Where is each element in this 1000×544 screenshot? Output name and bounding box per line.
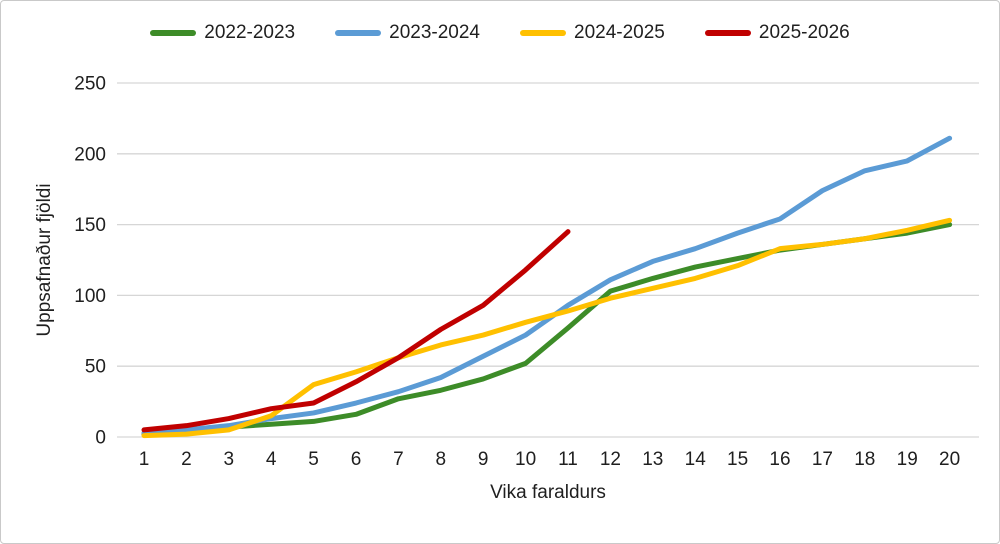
legend-label: 2023-2024 [389, 22, 480, 43]
x-tick-label: 8 [436, 449, 447, 470]
series-line-2025-2026 [141, 229, 571, 433]
legend-label: 2025-2026 [758, 22, 850, 43]
x-tick-label: 9 [478, 449, 489, 470]
x-tick-label: 15 [727, 449, 748, 470]
x-tick-label: 17 [812, 449, 833, 470]
legend-item-2024-2025: 2024-2025 [520, 23, 665, 42]
series-line-2024-2025 [141, 217, 953, 439]
x-tick-label: 11 [558, 449, 578, 470]
x-tick-label: 20 [939, 449, 960, 470]
series-line-2022-2023 [141, 222, 953, 437]
legend-label: 2022-2023 [204, 22, 296, 43]
x-tick-label: 5 [308, 449, 319, 470]
y-tick-label: 100 [74, 286, 106, 307]
x-tick-label: 7 [393, 449, 404, 470]
legend-swatch-green [150, 29, 197, 36]
legend-label: 2024-2025 [574, 22, 665, 43]
x-tick-label: 1 [139, 449, 150, 470]
y-tick-label: 50 [85, 357, 106, 378]
x-axis-title: Vika faraldurs [490, 482, 606, 503]
x-tick-label: 16 [769, 449, 790, 470]
series-line-2023-2024 [141, 135, 953, 436]
legend-swatch-blue [335, 29, 382, 36]
x-tick-label: 18 [854, 449, 875, 470]
x-tick-label: 3 [224, 449, 235, 470]
y-tick-label: 150 [74, 215, 106, 236]
x-tick-label: 19 [897, 449, 918, 470]
x-tick-label: 13 [642, 449, 663, 470]
x-tick-label: 2 [181, 449, 192, 470]
legend-swatch-yellow [520, 29, 566, 36]
x-tick-label: 4 [266, 449, 277, 470]
y-tick-label: 200 [74, 144, 106, 165]
x-tick-label: 14 [685, 449, 707, 470]
x-tick-label: 6 [351, 449, 362, 470]
y-tick-label: 250 [74, 74, 106, 95]
legend-item-2022-2023: 2022-2023 [150, 23, 295, 42]
x-tick-label: 10 [515, 449, 536, 470]
y-axis-title: Uppsafnaður fjöldi [34, 183, 55, 337]
x-tick-label: 12 [600, 449, 621, 470]
y-tick-label: 0 [95, 428, 106, 449]
chart-legend: 2022-2023 2023-2024 2024-2025 2025-2026 [1, 23, 999, 42]
legend-item-2025-2026: 2025-2026 [704, 22, 850, 43]
legend-swatch-red [704, 29, 751, 36]
legend-item-2023-2024: 2023-2024 [335, 23, 480, 42]
